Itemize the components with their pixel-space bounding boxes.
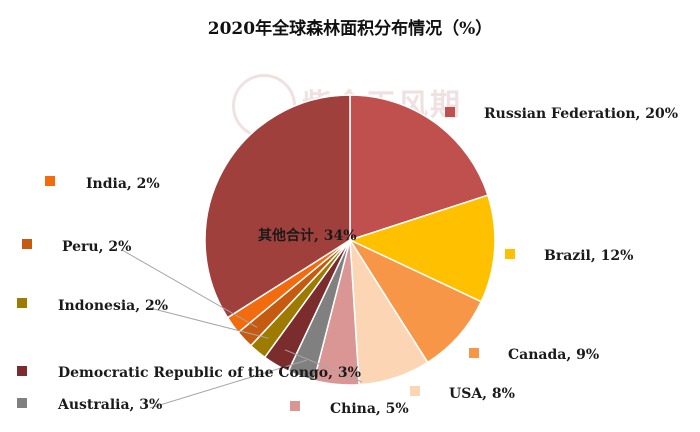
label-canada: Canada, 9% (508, 347, 600, 363)
label-usa: USA, 8% (449, 386, 515, 402)
legend-swatch-australia (17, 398, 27, 408)
label-indonesia: Indonesia, 2% (58, 298, 169, 314)
legend-swatch-canada (469, 348, 479, 358)
leader-line-indonesia (149, 307, 269, 339)
label-others: 其他合计, 34% (258, 228, 357, 244)
label-drc: Democratic Republic of the Congo, 3% (58, 365, 361, 381)
legend-swatch-india (45, 176, 55, 186)
leader-line-democratic-republic-of-the-congo (284, 349, 363, 383)
leader-line-australia (149, 359, 307, 409)
legend-swatch-indonesia (17, 298, 27, 308)
pie-slice-others (204, 94, 351, 319)
label-peru: Peru, 2% (62, 239, 132, 255)
legend-swatch-russia (445, 107, 455, 117)
pie-slice-russian-federation (349, 94, 489, 242)
label-australia: Australia, 3% (58, 397, 163, 413)
legend-swatch-drc (17, 366, 27, 376)
legend-swatch-china (290, 401, 300, 411)
label-india: India, 2% (86, 176, 160, 192)
legend-swatch-brazil (505, 249, 515, 259)
label-russia: Russian Federation, 20% (484, 106, 679, 122)
label-china: China, 5% (330, 401, 409, 417)
leader-line-peru (121, 249, 258, 328)
legend-swatch-peru (22, 239, 32, 249)
legend-swatch-usa (410, 386, 420, 396)
label-brazil: Brazil, 12% (544, 248, 634, 264)
chart-title: 2020年全球森林面积分布情况（%） (207, 19, 493, 39)
pie-slice-brazil (347, 194, 496, 303)
pie-slice-canada (347, 238, 483, 364)
